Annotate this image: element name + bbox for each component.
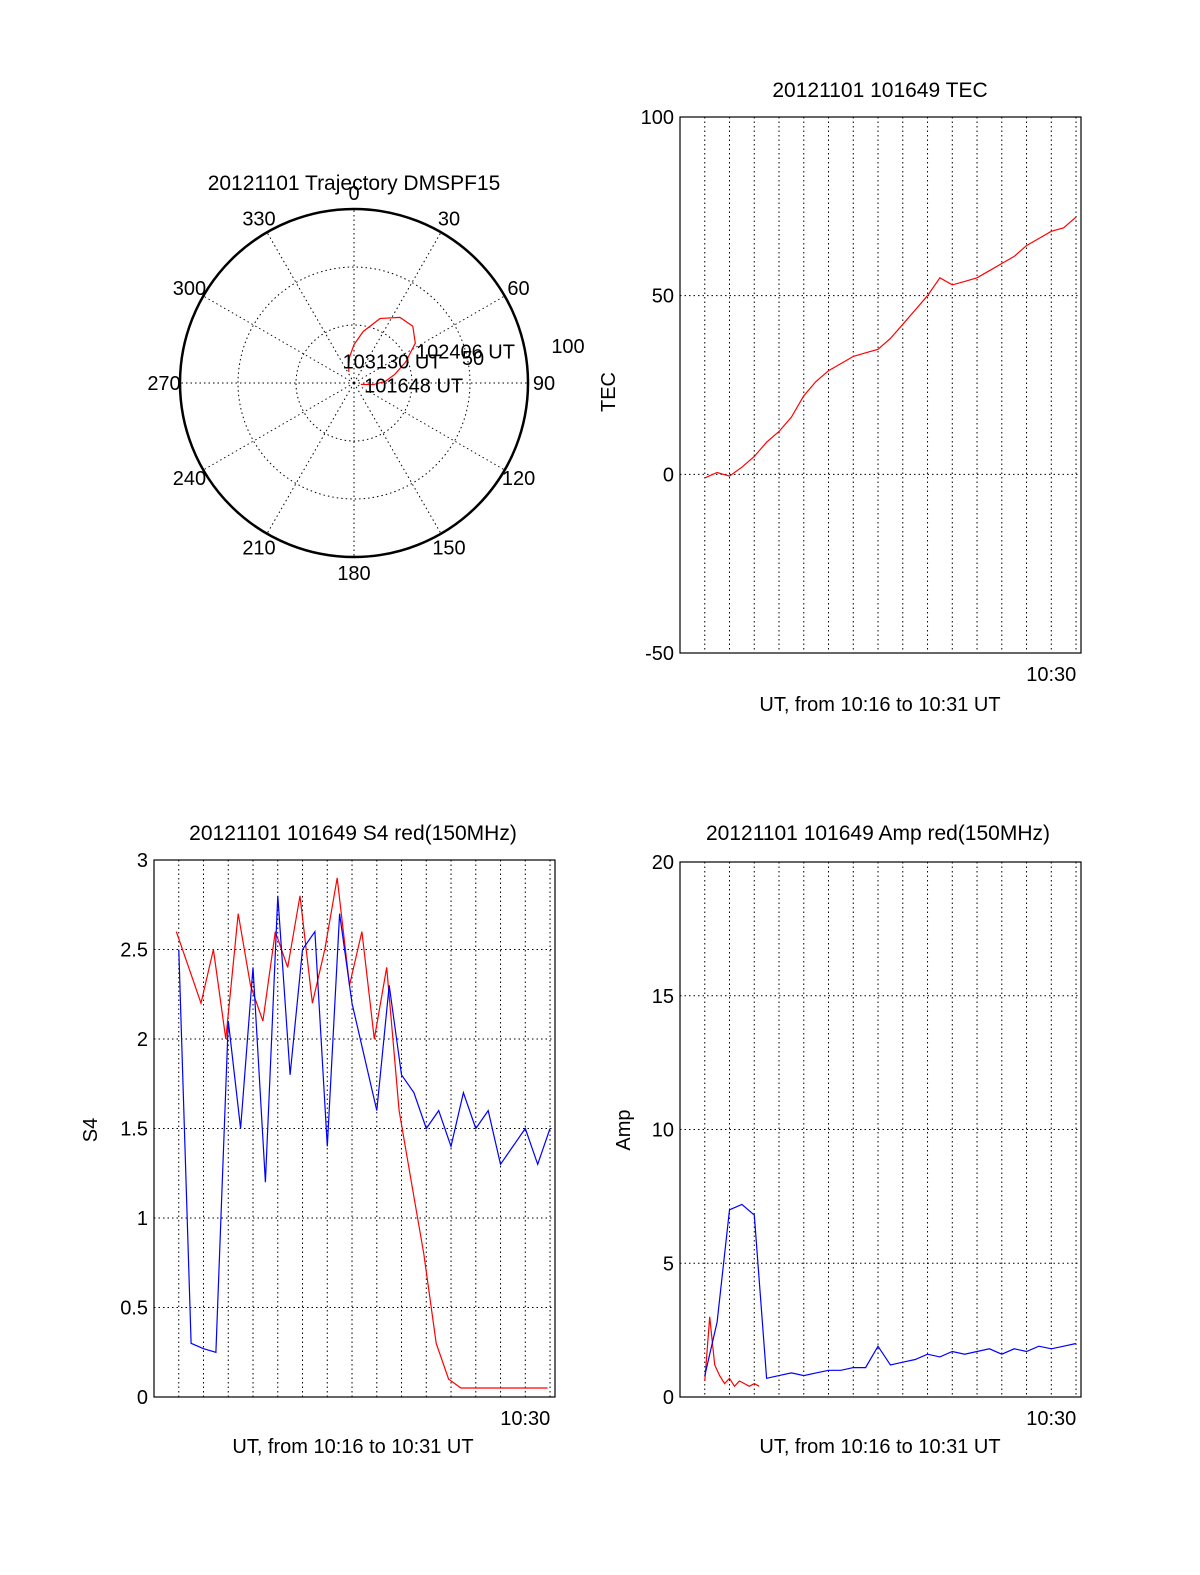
amp-ytick-label: 10 [652, 1120, 674, 1142]
s4-ytick-label: 0 [137, 1387, 148, 1409]
azimuth-label-30: 30 [438, 208, 460, 230]
tec-ytick-label: 50 [652, 286, 674, 308]
ring-label-50: 50 [462, 348, 484, 370]
s4-series [175, 877, 551, 1389]
s4-y-ticks: 0 0.5 1 1.5 2 2.5 3 [120, 850, 148, 1409]
polar-ring-0 [237, 266, 471, 500]
trajectory-label-1: 102406 UT [416, 341, 515, 363]
azimuth-label-60: 60 [507, 278, 529, 300]
s4-gridlines [153, 859, 555, 1398]
s4-ytick-label: 1 [137, 1208, 148, 1230]
amp-ytick-label: 20 [652, 852, 674, 874]
polar-spoke-150 [353, 382, 442, 534]
azimuth-label-180: 180 [337, 563, 370, 585]
azimuth-label-300: 300 [173, 278, 206, 300]
s4-ytick-label: 0.5 [120, 1298, 148, 1320]
s4-x-ticks: 10:30 [500, 1408, 550, 1430]
polar-ring-labels: 50 100 [462, 336, 585, 370]
polar-grid [180, 209, 528, 557]
polar-outer-ring [178, 207, 530, 559]
azimuth-label-0: 0 [348, 183, 359, 205]
s4-title: 20121101 101649 S4 red(150MHz) [189, 822, 517, 845]
tec-xtick-label: 10:30 [1026, 664, 1076, 686]
s4-x-label: UT, from 10:16 to 10:31 UT [232, 1436, 473, 1458]
s4-ytick-label: 3 [137, 850, 148, 872]
tec-x-label: UT, from 10:16 to 10:31 UT [759, 694, 1000, 716]
s4-ytick-label: 1.5 [120, 1119, 148, 1141]
amp-x-label: UT, from 10:16 to 10:31 UT [759, 1436, 1000, 1458]
s4-ytick-label: 2 [137, 1029, 148, 1051]
polar-ring-1 [295, 324, 413, 442]
tec-frame [679, 116, 1082, 654]
amp-xtick-label: 10:30 [1026, 1408, 1076, 1430]
trajectory-label-2: 103130 UT [343, 351, 442, 373]
tec-x-ticks: 10:30 [1026, 664, 1076, 686]
polar-spoke-60 [353, 295, 505, 384]
polar-panel: 20121101 Trajectory DMSPF15 0 30 60 90 120 15… [147, 172, 584, 585]
tec-ytick-label: -50 [645, 643, 674, 665]
azimuth-label-90: 90 [533, 373, 555, 395]
azimuth-label-330: 330 [242, 208, 275, 230]
s4-frame [153, 859, 556, 1398]
amp-y-label: Amp [613, 1109, 635, 1150]
amp-gridlines [679, 861, 1081, 1398]
s4-xtick-label: 10:30 [500, 1408, 550, 1430]
polar-azimuth-labels: 0 30 60 90 120 150 180 210 240 270 300 330 [147, 183, 555, 585]
polar-title: 20121101 Trajectory DMSPF15 [208, 172, 501, 195]
amp-series [704, 1203, 1077, 1388]
trajectory-label-0: 101648 UT [364, 375, 463, 397]
s4-ytick-label: 2.5 [120, 940, 148, 962]
amp-series-blue [704, 1203, 1077, 1380]
azimuth-label-150: 150 [432, 538, 465, 560]
polar-spoke-330 [266, 232, 355, 384]
tec-ytick-label: 0 [663, 464, 674, 486]
amp-ytick-label: 5 [663, 1253, 674, 1275]
polar-spoke-120 [353, 382, 505, 471]
polar-spoke-300 [203, 295, 355, 384]
azimuth-label-240: 240 [173, 468, 206, 490]
ring-label-100: 100 [551, 336, 584, 358]
amp-title: 20121101 101649 Amp red(150MHz) [706, 822, 1050, 845]
s4-series-red [175, 877, 548, 1389]
tec-panel: 20121101 101649 TEC -50 0 50 100 10:30 UT, … [598, 79, 1082, 716]
amp-series-red [704, 1316, 760, 1388]
polar-spoke-30 [353, 232, 442, 384]
tec-title: 20121101 101649 TEC [772, 79, 987, 102]
polar-spoke-210 [266, 382, 355, 534]
tec-ytick-label: 100 [641, 107, 674, 129]
azimuth-label-120: 120 [502, 468, 535, 490]
amp-x-ticks: 10:30 [1026, 1408, 1076, 1430]
amp-panel: 20121101 101649 Amp red(150MHz) 0 5 10 15 20… [613, 822, 1082, 1458]
azimuth-label-270: 270 [147, 373, 180, 395]
amp-frame [679, 861, 1082, 1398]
tec-y-label: TEC [598, 372, 620, 412]
tec-series-red [704, 216, 1077, 479]
trajectory-line [347, 316, 416, 386]
tec-gridlines [679, 116, 1081, 654]
amp-ytick-label: 15 [652, 986, 674, 1008]
amp-y-ticks: 0 5 10 15 20 [652, 852, 674, 1409]
tec-y-ticks: -50 0 50 100 [641, 107, 674, 665]
amp-ytick-label: 0 [663, 1387, 674, 1409]
polar-spoke-240 [203, 382, 355, 471]
tec-series [704, 216, 1077, 479]
s4-series-blue [178, 895, 551, 1354]
s4-y-label: S4 [80, 1118, 102, 1142]
azimuth-label-210: 210 [242, 538, 275, 560]
s4-panel: 20121101 101649 S4 red(150MHz) 0 0.5 1 1.5 2… [80, 822, 556, 1458]
